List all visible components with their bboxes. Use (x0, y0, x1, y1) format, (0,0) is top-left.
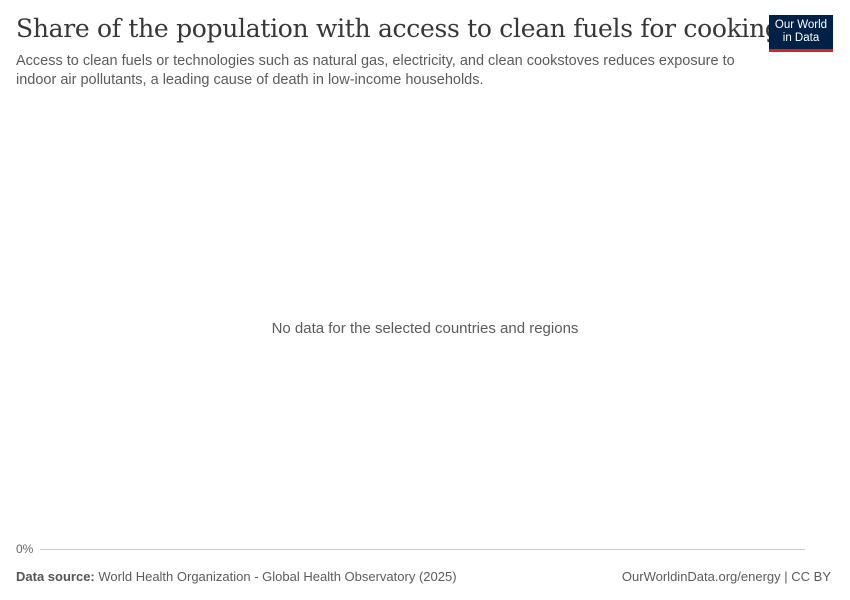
no-data-message: No data for the selected countries and r… (271, 320, 579, 337)
data-source-label: Data source: (16, 569, 95, 584)
logo-line-1: Our World (774, 19, 828, 31)
footer-credits: OurWorldinData.org/energy | CC BY (621, 569, 831, 584)
chart-title: Share of the population with access to c… (16, 14, 781, 43)
license-link[interactable]: CC BY (791, 569, 831, 584)
chart-subtitle: Access to clean fuels or technologies su… (16, 53, 735, 88)
owid-logo[interactable]: Our World in Data (769, 15, 833, 52)
data-source-text[interactable]: World Health Organization - Global Healt… (98, 569, 457, 584)
y-tick-label: 0% (16, 542, 34, 556)
data-source: Data source: World Health Organization -… (16, 569, 457, 584)
logo-line-2: in Data (782, 32, 820, 44)
owid-link[interactable]: OurWorldinData.org/energy (621, 569, 781, 584)
x-axis-baseline (40, 549, 805, 550)
